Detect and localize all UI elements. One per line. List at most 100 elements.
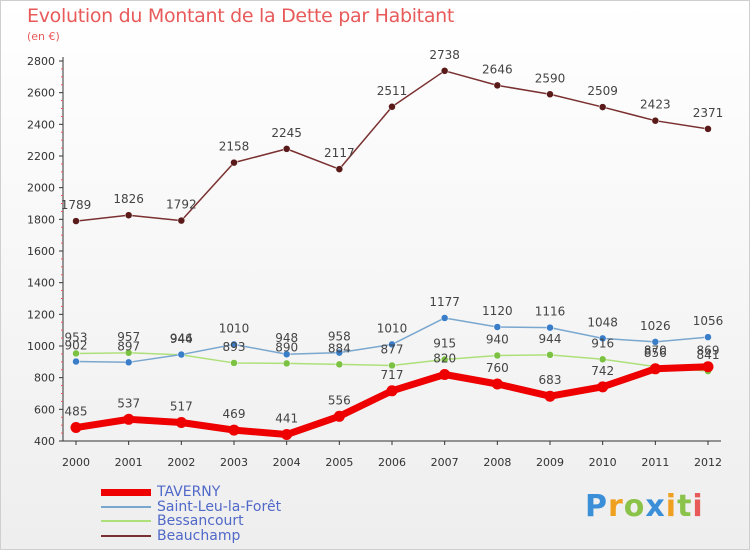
- data-label-taverny: 556: [328, 393, 351, 407]
- y-tick-label: 1600: [27, 245, 55, 258]
- data-label-bessancourt: 877: [381, 342, 404, 356]
- data-label-beauchamp: 2117: [324, 146, 355, 160]
- data-label-beauchamp: 2509: [587, 84, 618, 98]
- data-label-bessancourt: 841: [697, 348, 720, 362]
- logo-letter: o: [623, 489, 646, 524]
- x-tick-label: 2008: [483, 456, 511, 469]
- legend-swatch: [101, 520, 151, 523]
- data-point-taverny: [70, 422, 82, 434]
- data-label-saint-leu-la-foret: 902: [65, 339, 88, 353]
- data-point-beauchamp: [493, 81, 502, 90]
- y-tick-label: 1200: [27, 308, 55, 321]
- legend-label: TAVERNY: [157, 484, 221, 501]
- chart-title: Evolution du Montant de la Dette par Hab…: [27, 5, 455, 27]
- data-point-saint-leu-la-foret: [704, 333, 712, 341]
- data-label-taverny: 517: [170, 399, 193, 413]
- data-label-taverny: 717: [381, 368, 404, 382]
- logo-letter: i: [692, 489, 704, 524]
- data-point-beauchamp: [124, 211, 133, 219]
- logo-letter: t: [677, 489, 693, 524]
- data-label-bessancourt: 915: [433, 336, 456, 350]
- data-point-beauchamp: [282, 145, 291, 153]
- y-tick-label: 1800: [27, 213, 55, 226]
- data-point-saint-leu-la-foret: [651, 338, 660, 346]
- data-label-beauchamp: 1826: [113, 192, 144, 206]
- x-tick-label: 2001: [115, 456, 143, 469]
- data-label-taverny: 820: [433, 352, 456, 366]
- data-label-saint-leu-la-foret: 946: [170, 332, 193, 346]
- data-point-taverny: [491, 378, 503, 390]
- y-tick-label: 600: [34, 403, 55, 416]
- data-label-saint-leu-la-foret: 1048: [587, 315, 618, 329]
- data-point-taverny: [333, 410, 345, 422]
- x-tick-label: 2002: [167, 456, 195, 469]
- data-point-bessancourt: [335, 360, 344, 369]
- data-label-beauchamp: 2511: [377, 84, 408, 98]
- data-label-saint-leu-la-foret: 1056: [693, 314, 724, 328]
- line-chart: 400 600 800 1000 1200 1400 1600 1800 2000 2200 240…: [27, 48, 724, 469]
- data-point-beauchamp: [177, 216, 186, 225]
- logo-letter: x: [645, 489, 666, 524]
- x-tick-label: 2010: [589, 456, 617, 469]
- legend-item-saint-leu-la-foret: Saint-Leu-la-Forêt: [101, 498, 282, 515]
- data-point-bessancourt: [124, 349, 133, 357]
- data-point-taverny: [123, 413, 135, 425]
- data-point-beauchamp: [546, 90, 554, 98]
- data-label-taverny: 441: [275, 412, 298, 426]
- data-point-taverny: [544, 390, 556, 402]
- data-label-beauchamp: 2738: [429, 48, 460, 62]
- x-tick-label: 2005: [325, 456, 353, 469]
- data-point-beauchamp: [72, 217, 80, 225]
- data-point-taverny: [281, 429, 293, 441]
- chart-legend: TAVERNY Saint-Leu-la-Forêt Bessancourt Beau…: [101, 484, 282, 544]
- y-tick-label: 1000: [27, 340, 55, 353]
- logo-letter: P: [585, 489, 608, 524]
- data-label-bessancourt: 893: [223, 340, 246, 354]
- proxiti-logo: Proxiti: [585, 489, 704, 524]
- data-label-saint-leu-la-foret: 1026: [640, 319, 671, 333]
- logo-letter: r: [608, 489, 624, 524]
- data-point-beauchamp: [598, 103, 607, 111]
- y-tick-label: 1400: [27, 277, 55, 290]
- data-label-bessancourt: 884: [328, 341, 351, 355]
- data-label-beauchamp: 2245: [271, 126, 302, 140]
- data-point-saint-leu-la-foret: [72, 357, 80, 366]
- x-tick-label: 2009: [536, 456, 564, 469]
- data-point-beauchamp: [440, 67, 449, 75]
- data-label-saint-leu-la-foret: 958: [328, 330, 351, 344]
- data-point-bessancourt: [72, 349, 80, 358]
- y-tick-label: 800: [34, 372, 55, 385]
- data-label-saint-leu-la-foret: 1010: [377, 321, 408, 335]
- data-point-taverny: [386, 385, 398, 397]
- x-tick-label: 2004: [273, 456, 301, 469]
- data-point-saint-leu-la-foret: [124, 358, 133, 367]
- x-tick-label: 2006: [378, 456, 406, 469]
- legend-label: Saint-Leu-la-Forêt: [157, 498, 282, 515]
- data-point-beauchamp: [335, 165, 344, 173]
- data-label-saint-leu-la-foret: 1116: [535, 305, 566, 319]
- data-point-taverny: [597, 381, 609, 393]
- legend-item-taverny: TAVERNY: [101, 484, 281, 501]
- data-label-bessancourt: 870: [644, 344, 667, 358]
- data-label-bessancourt: 940: [486, 333, 509, 347]
- data-label-bessancourt: 890: [275, 340, 298, 354]
- legend-item-beauchamp: Beauchamp: [101, 528, 281, 544]
- data-label-saint-leu-la-foret: 1120: [482, 304, 513, 318]
- data-label-saint-leu-la-foret: 897: [117, 339, 140, 353]
- data-label-beauchamp: 2646: [482, 62, 513, 76]
- x-tick-label: 2012: [694, 456, 722, 469]
- data-point-beauchamp: [230, 158, 238, 167]
- data-label-saint-leu-la-foret: 1010: [219, 321, 250, 335]
- data-label-taverny: 469: [223, 407, 246, 421]
- data-point-taverny: [228, 424, 240, 436]
- x-tick-label: 2011: [641, 456, 669, 469]
- data-label-bessancourt: 944: [539, 332, 562, 346]
- data-point-bessancourt: [388, 361, 396, 370]
- data-point-saint-leu-la-foret: [282, 350, 291, 358]
- data-point-saint-leu-la-foret: [335, 348, 344, 357]
- data-label-bessancourt: 953: [65, 330, 88, 344]
- y-tick-label: 400: [34, 435, 55, 448]
- data-label-taverny: 856: [644, 346, 667, 360]
- y-tick-label: 2800: [27, 55, 55, 68]
- data-point-taverny: [439, 369, 451, 380]
